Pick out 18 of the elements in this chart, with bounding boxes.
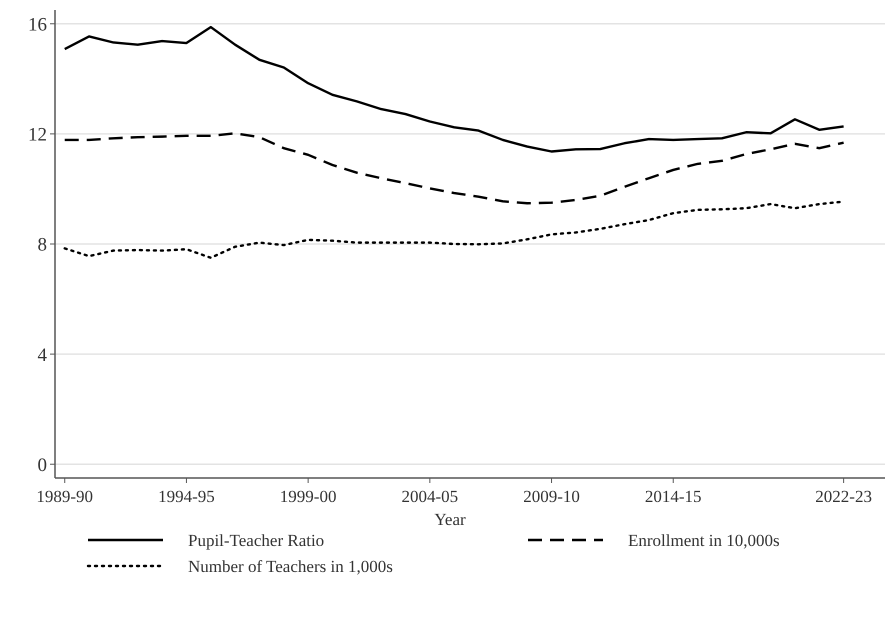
y-tick-label: 16 bbox=[28, 14, 47, 36]
y-tick-label: 4 bbox=[38, 344, 48, 366]
legend-label: Enrollment in 10,000s bbox=[628, 530, 780, 550]
line-series bbox=[64, 26, 845, 153]
y-tick-label: 12 bbox=[28, 124, 47, 146]
y-tick-label: 8 bbox=[38, 234, 47, 256]
x-tick-label: 1999-00 bbox=[280, 487, 336, 506]
x-axis-title: Year bbox=[434, 510, 466, 529]
x-tick-label: 1989-90 bbox=[36, 487, 94, 506]
legend-label: Number of Teachers in 1,000s bbox=[188, 556, 393, 576]
x-tick-label: 1994-95 bbox=[158, 487, 215, 506]
x-tick-label: 2014-15 bbox=[644, 487, 702, 506]
y-tick-label: 0 bbox=[38, 454, 47, 476]
x-tick-label: 2022-23 bbox=[815, 487, 872, 506]
legend-label: Pupil-Teacher Ratio bbox=[188, 530, 324, 550]
line-series bbox=[64, 132, 845, 204]
x-tick-label: 2004-05 bbox=[402, 487, 458, 506]
x-tick-label: 2009-10 bbox=[523, 487, 580, 506]
